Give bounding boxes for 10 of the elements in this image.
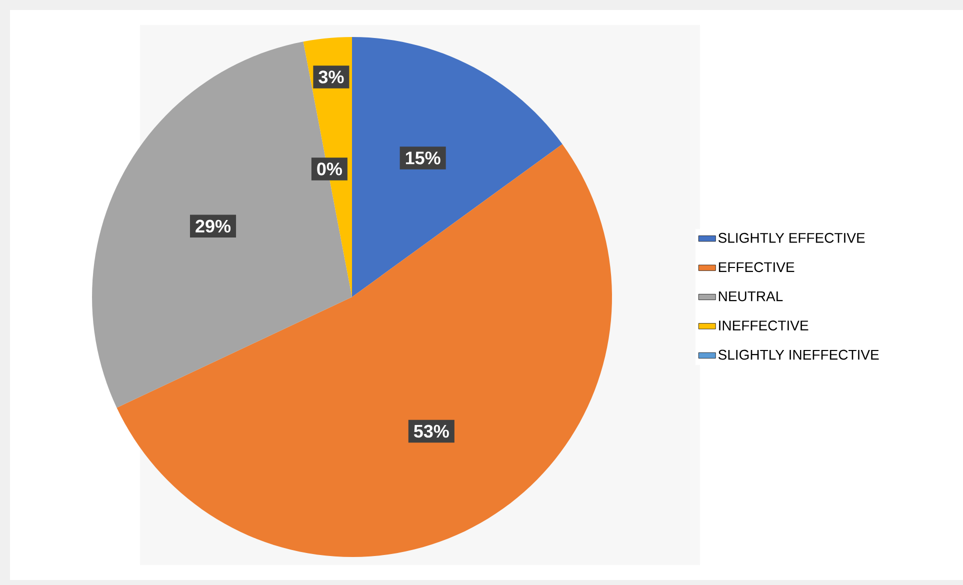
legend-label: EFFECTIVE — [718, 262, 794, 272]
data-label: 3% — [318, 70, 344, 84]
data-label: 29% — [196, 220, 231, 233]
legend-label: SLIGHTLY EFFECTIVE — [718, 232, 865, 243]
data-label: 15% — [406, 152, 440, 164]
legend-label: NEUTRAL — [718, 291, 783, 302]
legend-label: SLIGHTLY INEFFECTIVE — [718, 350, 879, 360]
text: 0% — [317, 162, 342, 176]
legend-label: INEFFECTIVE — [719, 320, 808, 330]
data-label: 53% — [414, 424, 449, 438]
